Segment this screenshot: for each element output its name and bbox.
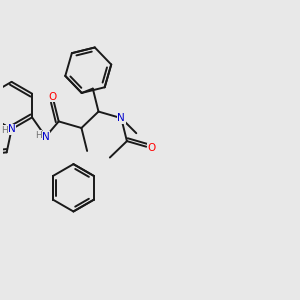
- Text: H: H: [35, 130, 42, 140]
- Text: N: N: [8, 124, 16, 134]
- Text: N: N: [117, 113, 125, 123]
- Text: O: O: [49, 92, 57, 102]
- Text: H: H: [1, 126, 8, 135]
- Text: N: N: [42, 132, 50, 142]
- Text: O: O: [148, 143, 156, 153]
